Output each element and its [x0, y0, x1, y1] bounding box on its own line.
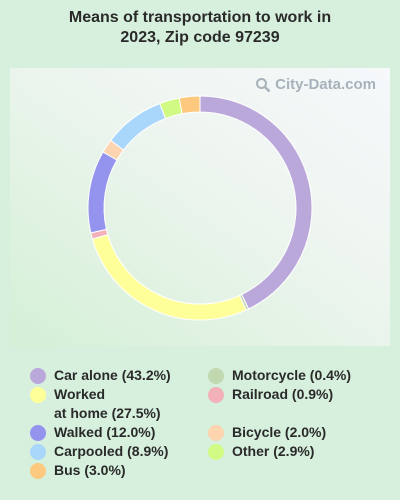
legend-swatch — [30, 444, 46, 460]
legend-label: Railroad (0.9%) — [232, 386, 334, 402]
watermark: City-Data.com — [255, 76, 376, 93]
legend-swatch — [208, 387, 224, 403]
legend-label: Other (2.9%) — [232, 443, 315, 459]
chart-title-line-1: Means of transportation to work in — [68, 9, 332, 26]
legend-swatch — [30, 463, 46, 479]
legend-swatch — [30, 425, 46, 441]
legend-label: Car alone (43.2%) — [54, 367, 171, 383]
plot-area: City-Data.com — [10, 68, 390, 346]
donut-chart — [87, 95, 313, 321]
legend-swatch — [30, 387, 46, 403]
legend-item: Other (2.9%) — [208, 442, 314, 461]
legend-swatch — [208, 444, 224, 460]
chart-title-line-2: 2023, Zip code 97239 — [120, 29, 280, 46]
legend-item: Bicycle (2.0%) — [208, 423, 326, 442]
legend-swatch — [30, 368, 46, 384]
legend-item: Railroad (0.9%) — [208, 385, 333, 404]
legend-label: Bus (3.0%) — [54, 462, 126, 478]
legend-label: Carpooled (8.9%) — [54, 443, 169, 459]
legend-item: Carpooled (8.9%) — [30, 442, 168, 461]
legend-item: Bus (3.0%) — [30, 461, 126, 480]
legend-item: Worked at home (27.5%) — [30, 385, 161, 423]
legend-label: Bicycle (2.0%) — [232, 424, 327, 440]
legend-item: Car alone (43.2%) — [30, 366, 171, 385]
donut-slice-car-alone — [199, 95, 313, 310]
legend-item: Motorcycle (0.4%) — [208, 366, 351, 385]
legend-swatch — [208, 368, 224, 384]
watermark-text: City-Data.com — [275, 76, 376, 93]
magnifier-icon — [256, 77, 271, 92]
legend-label: Worked at home (27.5%) — [54, 386, 161, 421]
legend-item: Walked (12.0%) — [30, 423, 155, 442]
donut-slice-worked-at-home — [91, 233, 247, 321]
legend-swatch — [208, 425, 224, 441]
legend-label: Motorcycle (0.4%) — [232, 367, 352, 383]
donut-slice-walked — [87, 151, 118, 234]
chart-title: Means of transportation to work in 2023,… — [0, 8, 400, 48]
legend-label: Walked (12.0%) — [54, 424, 156, 440]
donut-slice-bus — [178, 95, 201, 115]
donut-slice-carpooled — [110, 102, 167, 151]
